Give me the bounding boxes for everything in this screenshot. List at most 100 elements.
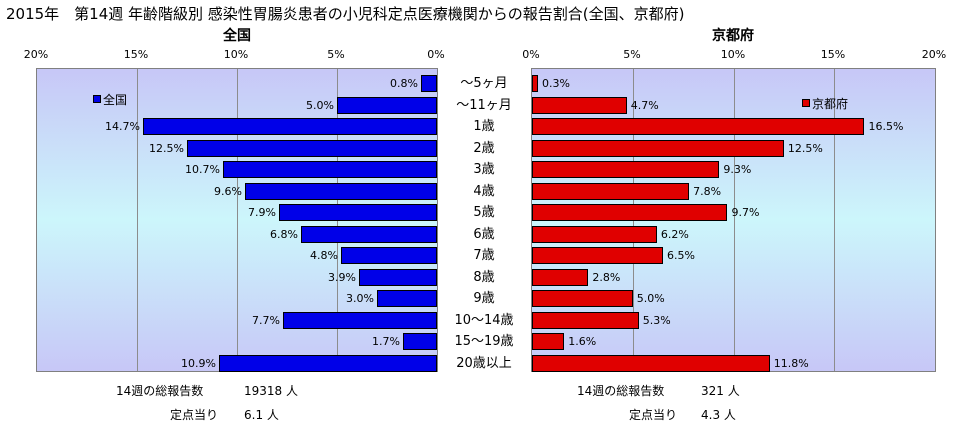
kyoto-bar — [532, 118, 865, 135]
legend-swatch — [93, 95, 101, 103]
kyoto-bar — [532, 161, 720, 178]
kyoto-total-label: 14週の総報告数 — [577, 384, 665, 398]
legend-label: 京都府 — [812, 97, 849, 111]
kyoto-bar-label: 11.8% — [773, 356, 809, 370]
national-x-tick: 15% — [123, 48, 149, 61]
kyoto-bar-label: 0.3% — [542, 77, 570, 90]
national-bar-label: 4.8% — [310, 249, 338, 262]
gridline — [237, 69, 238, 371]
national-bar — [421, 75, 437, 92]
national-bar-label: 10.7% — [185, 163, 220, 176]
kyoto-bar — [532, 290, 633, 307]
national-bar-label: 7.7% — [252, 313, 280, 327]
national-bar-label: 10.9% — [181, 356, 216, 370]
category-label: 10～14歳 — [454, 312, 514, 328]
national-bar — [143, 118, 437, 135]
kyoto-bar-label: 6.5% — [666, 249, 695, 262]
kyoto-x-tick: 20% — [921, 48, 947, 61]
category-label: 7歳 — [473, 248, 495, 263]
national-bar-label: 6.8% — [270, 227, 298, 241]
category-label: ～11ヶ月 — [456, 97, 512, 113]
chart-title: 2015年 第14週 年齢階級別 感染性胃腸炎患者の小児科定点医療機関からの報告… — [6, 5, 685, 23]
national-bar-label: 14.7% — [105, 120, 140, 133]
category-label: 2歳 — [473, 140, 495, 156]
national-bar-label: 0.8% — [390, 77, 418, 90]
kyoto-bar — [532, 354, 770, 372]
national-total-label: 14週の総報告数 — [116, 384, 204, 398]
kyoto-per-site-label: 定点当り — [629, 408, 678, 422]
national-legend: 全国 — [93, 91, 127, 108]
national-bar — [359, 268, 437, 286]
national-plot-area: 全国 0.8% 5.0% 14.7% 12.5% 10.7% 9.6% 7.9% 6.8% 4.… — [36, 68, 438, 372]
kyoto-bar — [532, 96, 627, 114]
kyoto-x-tick: 15% — [820, 48, 846, 61]
kyoto-bar-label: 9.3% — [723, 163, 752, 176]
category-label: 3歳 — [473, 162, 495, 177]
national-bar-label: 3.9% — [328, 270, 356, 284]
national-bar — [219, 354, 437, 372]
national-per-site-label: 定点当り — [170, 408, 219, 422]
national-bar-label: 9.6% — [214, 184, 242, 198]
national-bar — [187, 139, 437, 157]
category-label: ～5ヶ月 — [460, 76, 508, 91]
national-bar — [341, 247, 437, 264]
national-bar-label: 7.9% — [248, 206, 276, 219]
kyoto-bar-label: 12.5% — [787, 141, 823, 155]
category-label: 1歳 — [473, 119, 495, 134]
kyoto-bar-label: 16.5% — [868, 120, 904, 133]
kyoto-bar — [532, 204, 728, 221]
kyoto-x-tick: 0% — [522, 48, 540, 61]
national-per-site-value: 6.1 人 — [244, 408, 279, 422]
kyoto-bar-label: 1.6% — [568, 335, 597, 348]
national-bar — [301, 225, 437, 243]
kyoto-total-value: 321 人 — [701, 384, 740, 398]
kyoto-x-tick: 5% — [623, 48, 641, 61]
kyoto-bar — [532, 247, 663, 264]
legend-swatch — [802, 99, 810, 107]
kyoto-bar — [532, 182, 690, 200]
kyoto-panel-title: 京都府 — [712, 28, 754, 44]
national-bar — [223, 161, 437, 178]
national-bar-label: 5.0% — [306, 98, 334, 112]
kyoto-bar — [532, 333, 565, 350]
kyoto-bar-label: 5.3% — [642, 313, 671, 327]
national-bar-label: 1.7% — [372, 335, 400, 348]
legend-label: 全国 — [103, 93, 128, 107]
category-label: 5歳 — [473, 205, 495, 220]
national-bar — [279, 204, 437, 221]
category-label: 6歳 — [473, 226, 495, 242]
national-x-tick: 20% — [23, 48, 49, 61]
kyoto-x-tick: 10% — [720, 48, 746, 61]
kyoto-bar-label: 6.2% — [660, 227, 689, 241]
national-x-tick: 10% — [223, 48, 249, 61]
kyoto-plot-area: 京都府 0.3% 4.7% 16.5% 12.5% 9.3% 7.8% 9.7% 6.2% 6.… — [531, 68, 936, 372]
category-label: 15～19歳 — [454, 334, 514, 349]
kyoto-bar-label: 2.8% — [592, 270, 621, 284]
category-label: 9歳 — [473, 291, 495, 306]
category-label: 8歳 — [473, 269, 495, 285]
gridline — [137, 69, 138, 371]
national-bar-label: 12.5% — [149, 141, 184, 155]
kyoto-bar — [532, 75, 539, 92]
national-panel-title: 全国 — [223, 28, 251, 44]
kyoto-bar-label: 4.7% — [630, 98, 659, 112]
national-bar — [337, 96, 437, 114]
national-x-tick: 5% — [327, 48, 345, 61]
national-bar — [283, 311, 437, 329]
national-bar-label: 3.0% — [346, 292, 374, 305]
kyoto-bar — [532, 268, 589, 286]
gridline — [834, 69, 835, 371]
kyoto-bar — [532, 225, 657, 243]
national-bar — [245, 182, 437, 200]
kyoto-per-site-value: 4.3 人 — [701, 408, 736, 422]
national-total-value: 19318 人 — [244, 384, 298, 398]
category-label: 20歳以上 — [456, 355, 512, 371]
gridline — [734, 69, 735, 371]
national-bar — [403, 333, 437, 350]
national-bar — [377, 290, 437, 307]
kyoto-bar-label: 7.8% — [693, 184, 722, 198]
kyoto-legend: 京都府 — [802, 95, 848, 112]
kyoto-bar-label: 5.0% — [636, 292, 665, 305]
category-label: 4歳 — [473, 183, 495, 199]
kyoto-bar — [532, 139, 784, 157]
